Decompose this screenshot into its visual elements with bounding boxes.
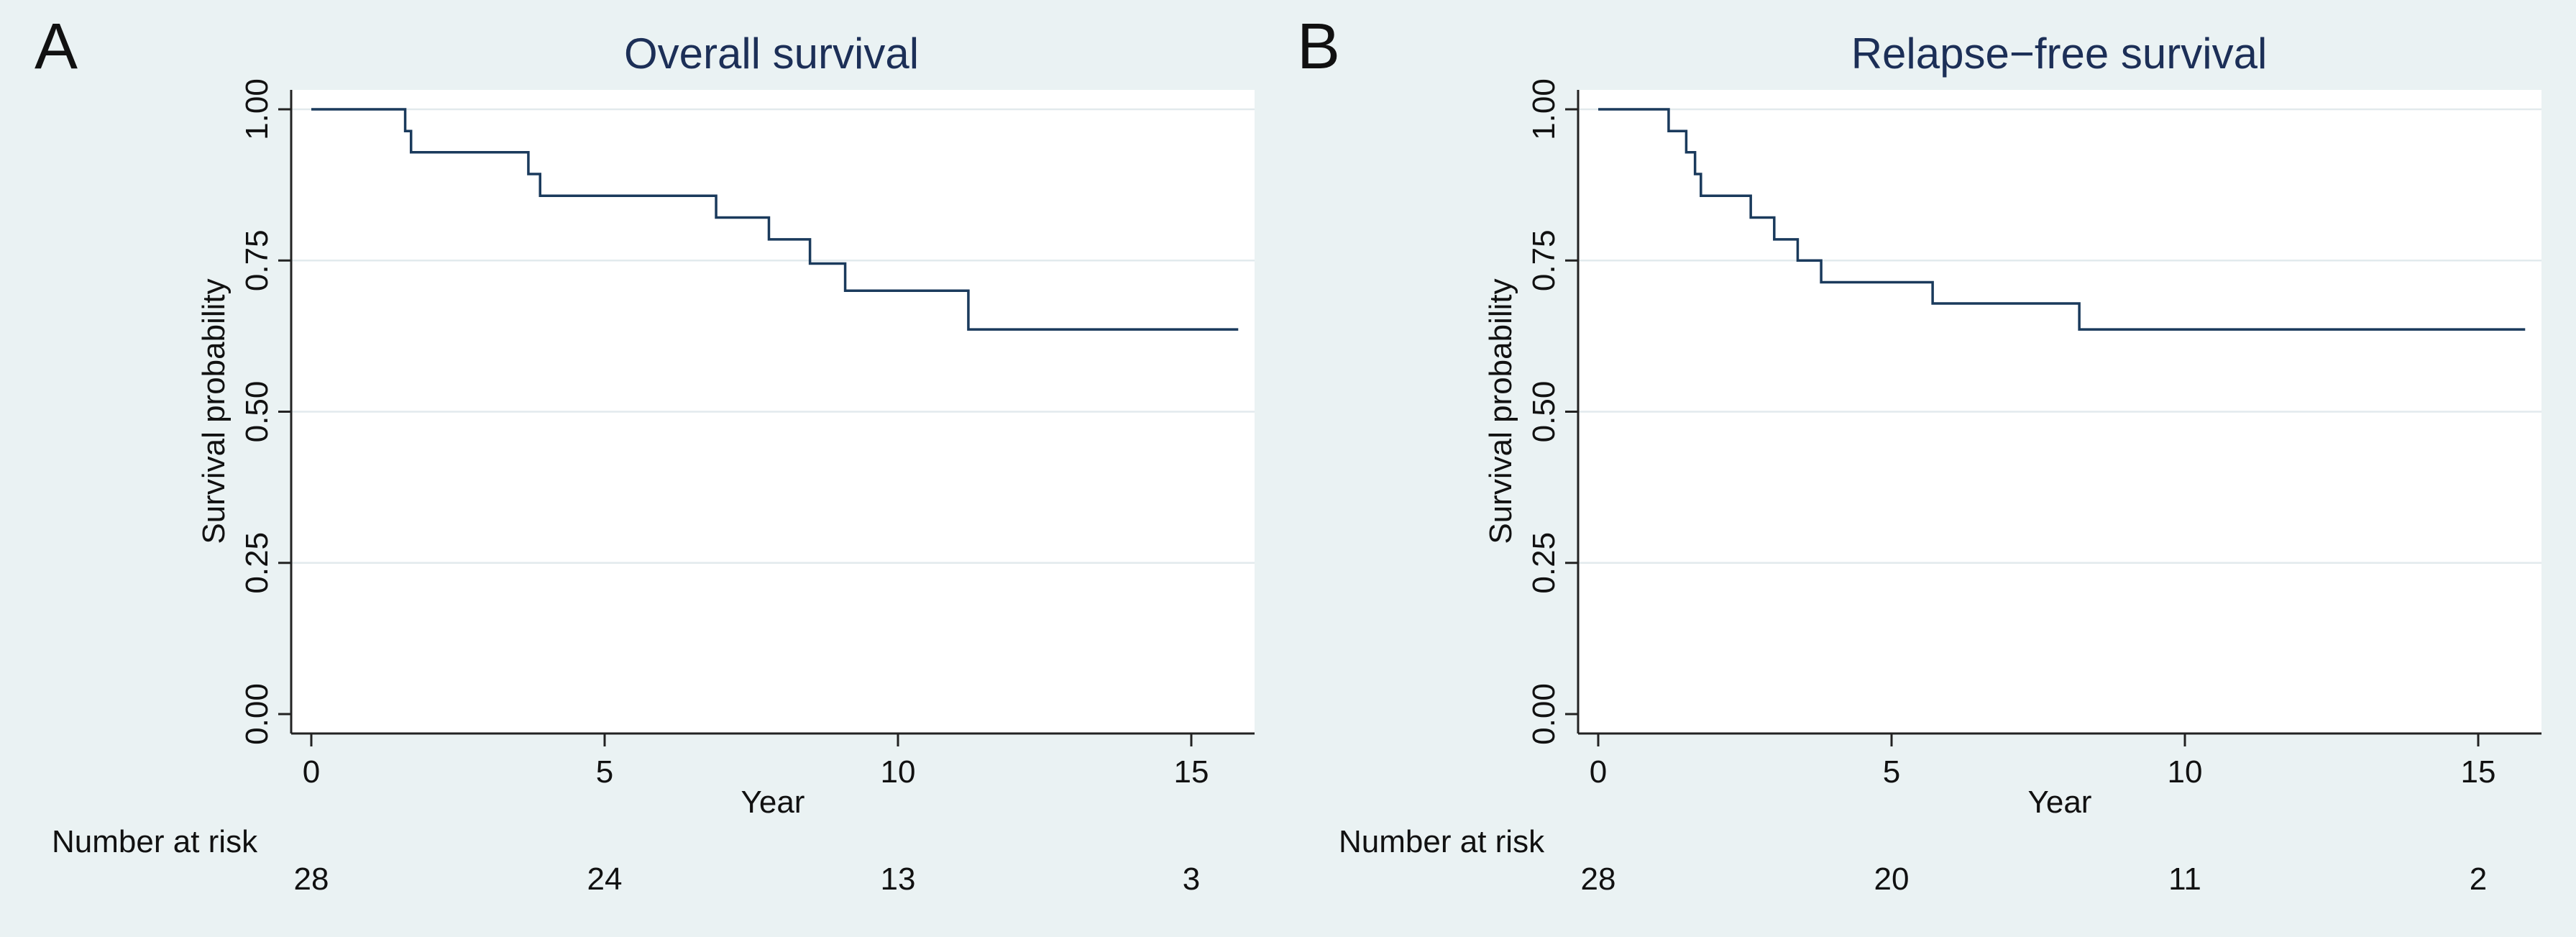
panel-b-label: B xyxy=(1297,11,1340,83)
panel-b-risk-count: 20 xyxy=(1874,861,1910,897)
panel-a-x-tick-label: 15 xyxy=(1174,754,1209,790)
panel-a-survival-curve xyxy=(311,108,1239,331)
panel-b-x-ticks: 0 5 10 15 xyxy=(1590,733,2496,790)
panel-b-risk-counts: 28 20 11 2 xyxy=(1581,861,2488,897)
panel-b-y-tick-label: 0.75 xyxy=(1526,229,1562,291)
panel-b-grid xyxy=(1578,108,2541,564)
panel-a-risk-label: Number at risk xyxy=(52,824,258,859)
panel-a-y-tick-label: 1.00 xyxy=(239,78,275,140)
panel-a-y-tick-label: 0.75 xyxy=(239,229,275,291)
panel-a-risk-count: 28 xyxy=(294,861,329,897)
panel-a-x-ticks: 0 5 10 15 xyxy=(303,733,1209,790)
panel-a-y-tick-label: 0.25 xyxy=(239,532,275,594)
panel-a-y-ticks: 0.00 0.25 0.50 0.75 1.00 xyxy=(239,78,291,745)
panel-b-x-axis-label: Year xyxy=(2028,785,2092,820)
panel-b-x-tick-label: 5 xyxy=(1883,754,1900,790)
panel-a-y-tick-label: 0.00 xyxy=(239,683,275,745)
panel-b-risk-label: Number at risk xyxy=(1339,824,1545,859)
panel-a: A Overall survival 0.000.250.500.751.00 … xyxy=(35,11,1255,897)
panel-a-title: Overall survival xyxy=(624,29,919,78)
panel-a-y-tick-label: 0.50 xyxy=(239,381,275,443)
panel-a-x-tick-label: 5 xyxy=(596,754,613,790)
panel-a-x-tick-label: 10 xyxy=(881,754,916,790)
panel-b-risk-count: 11 xyxy=(2168,861,2201,897)
panel-a-y-axis-label: Survival probability xyxy=(196,278,232,544)
panel-b: B Relapse−free survival 0.00 0.25 0.50 0.75… xyxy=(1297,11,2541,897)
panel-a-x-tick-label: 0 xyxy=(303,754,320,790)
panel-a-risk-count: 3 xyxy=(1183,861,1200,897)
panel-b-y-tick-label: 0.00 xyxy=(1526,683,1562,745)
panel-b-y-tick-label: 0.50 xyxy=(1526,381,1562,443)
panel-b-title: Relapse−free survival xyxy=(1851,29,2268,78)
panel-b-risk-count: 28 xyxy=(1581,861,1616,897)
panel-b-x-tick-label: 10 xyxy=(2168,754,2203,790)
panel-b-x-tick-label: 15 xyxy=(2461,754,2496,790)
panel-a-risk-count: 13 xyxy=(881,861,916,897)
panel-a-grid xyxy=(291,108,1255,564)
panel-a-risk-counts: 28 24 13 3 xyxy=(294,861,1201,897)
panel-b-x-tick-label: 0 xyxy=(1590,754,1607,790)
panel-b-y-axis-label: Survival probability xyxy=(1483,278,1518,544)
panel-b-survival-curve xyxy=(1598,108,2526,331)
panel-b-y-ticks: 0.00 0.25 0.50 0.75 1.00 xyxy=(1526,78,1578,745)
panel-b-risk-count: 2 xyxy=(2470,861,2487,897)
panel-a-risk-count: 24 xyxy=(587,861,623,897)
panel-b-y-tick-label: 0.25 xyxy=(1526,532,1562,594)
panel-a-x-axis-label: Year xyxy=(741,785,805,820)
panel-b-y-tick-label: 1.00 xyxy=(1526,78,1562,140)
panel-a-label: A xyxy=(35,11,78,83)
